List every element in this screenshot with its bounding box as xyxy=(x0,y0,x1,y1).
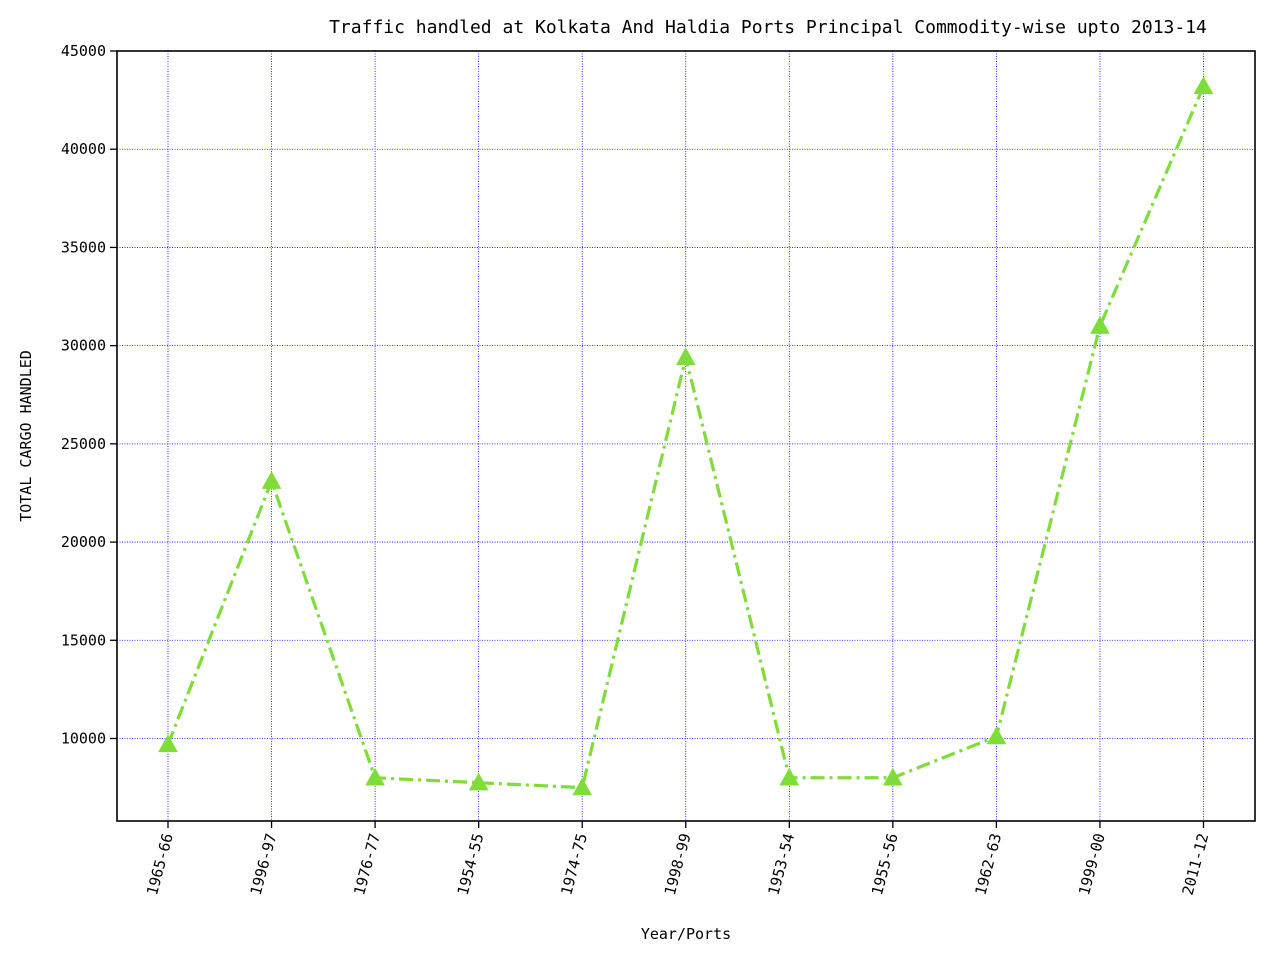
y-tick-label: 15000 xyxy=(61,631,106,649)
y-tick-label: 30000 xyxy=(61,337,106,355)
y-tick-label: 45000 xyxy=(61,42,106,60)
data-point-marker xyxy=(675,347,696,366)
data-point-marker xyxy=(365,767,385,786)
x-tick-label: 1976-77 xyxy=(350,831,384,897)
data-point-marker xyxy=(1090,315,1110,334)
x-tick-label: 1953-54 xyxy=(764,831,798,897)
data-point-marker xyxy=(779,767,800,786)
data-point-marker xyxy=(158,734,178,753)
chart-title: Traffic handled at Kolkata And Haldia Po… xyxy=(329,17,1207,38)
x-tick-label: 2011-12 xyxy=(1179,831,1213,897)
data-point-marker xyxy=(883,767,903,786)
x-axis-ticks: 1965-66 1996-97 1976-77 1954-55 1974-75 1998-… xyxy=(143,821,1212,897)
x-tick-label: 1965-66 xyxy=(143,831,177,897)
x-tick-label: 1954-55 xyxy=(454,831,488,897)
x-axis-label: Year/Ports xyxy=(641,925,731,943)
y-tick-label: 20000 xyxy=(61,533,106,551)
x-tick-label: 1955-56 xyxy=(868,831,902,897)
y-axis-ticks: 10000 15000 20000 25000 30000 35000 40000 45000 xyxy=(61,42,117,748)
y-axis-label: TOTAL CARGO HANDLED xyxy=(17,350,35,522)
grid xyxy=(117,50,1255,821)
data-point-marker xyxy=(468,772,489,791)
data-point-marker xyxy=(986,726,1007,745)
y-tick-label: 35000 xyxy=(61,238,106,256)
x-tick-label: 1996-97 xyxy=(247,831,281,897)
y-tick-label: 40000 xyxy=(61,140,106,158)
x-tick-label: 1999-00 xyxy=(1075,831,1109,897)
x-tick-label: 1998-99 xyxy=(661,831,695,897)
series-layer xyxy=(158,76,1214,796)
x-tick-label: 1962-63 xyxy=(972,831,1006,897)
y-tick-label: 25000 xyxy=(61,435,106,453)
data-point-marker xyxy=(572,777,593,796)
x-tick-label: 1974-75 xyxy=(557,831,591,897)
y-tick-label: 10000 xyxy=(61,730,106,748)
data-point-marker xyxy=(1193,76,1214,95)
data-point-marker xyxy=(261,471,282,489)
